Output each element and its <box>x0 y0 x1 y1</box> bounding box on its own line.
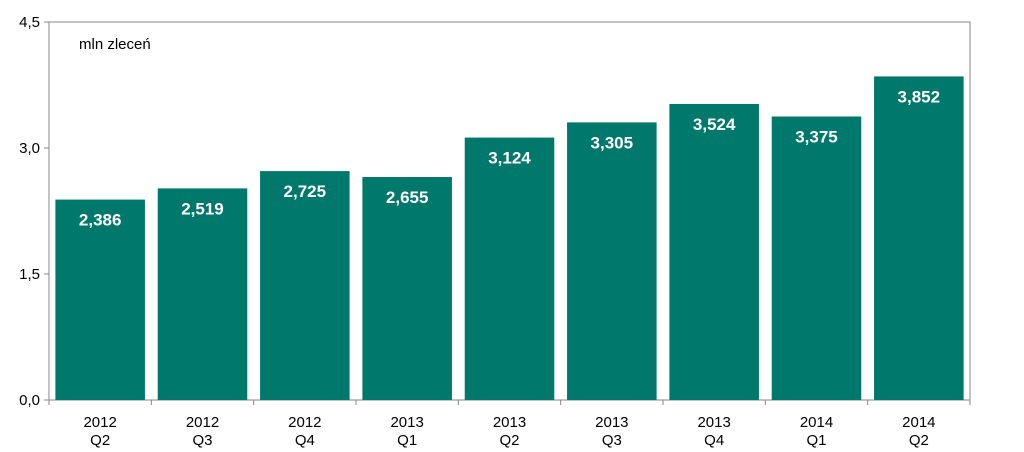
bar <box>669 103 759 400</box>
x-tick-label: Q2 <box>90 432 110 449</box>
data-label: 3,375 <box>795 128 838 147</box>
y-tick-label: 1,5 <box>19 266 40 283</box>
bar <box>260 171 350 400</box>
bar <box>567 122 657 400</box>
x-tick-label: 2012 <box>83 414 116 431</box>
x-tick-label: Q3 <box>602 432 622 449</box>
unit-label: mln zleceń <box>79 36 151 53</box>
x-tick-label: 2012 <box>288 414 321 431</box>
data-label: 3,852 <box>898 87 941 106</box>
y-tick-label: 0,0 <box>19 392 40 409</box>
bar <box>157 188 248 400</box>
data-label: 3,124 <box>488 149 531 168</box>
bar <box>874 76 964 400</box>
bar <box>771 116 862 400</box>
bars-group: 2,386 2,519 2,725 2,655 3,124 3,305 3,524 3,375… <box>55 76 964 401</box>
data-label: 3,305 <box>591 133 634 152</box>
x-tick-label: 2013 <box>595 414 628 431</box>
data-label: 2,725 <box>284 182 327 201</box>
x-tick-label: 2013 <box>390 414 423 431</box>
x-tick-label: Q4 <box>295 432 315 449</box>
x-tick-label: Q1 <box>806 432 826 449</box>
y-axis: 0,0 1,5 3,0 4,5 <box>19 14 49 409</box>
x-tick-label: Q1 <box>397 432 417 449</box>
y-tick-label: 4,5 <box>19 14 40 31</box>
x-tick-label: 2013 <box>493 414 526 431</box>
bar <box>55 199 145 400</box>
x-tick-label: 2012 <box>186 414 219 431</box>
x-axis: 2012Q22012Q32012Q42013Q12013Q22013Q32013… <box>48 400 971 449</box>
x-tick-label: 2014 <box>800 414 833 431</box>
x-tick-label: 2014 <box>902 414 935 431</box>
y-tick-label: 3,0 <box>19 140 40 157</box>
bar <box>362 176 452 400</box>
data-label: 3,524 <box>693 115 736 134</box>
x-tick-label: 2013 <box>697 414 730 431</box>
x-tick-label: Q2 <box>499 432 519 449</box>
x-tick-label: Q2 <box>909 432 929 449</box>
data-label: 2,386 <box>79 211 122 230</box>
bar <box>464 137 555 401</box>
data-label: 2,519 <box>181 199 224 218</box>
data-label: 2,655 <box>386 188 429 207</box>
x-tick-label: Q3 <box>192 432 212 449</box>
x-tick-label: Q4 <box>704 432 724 449</box>
